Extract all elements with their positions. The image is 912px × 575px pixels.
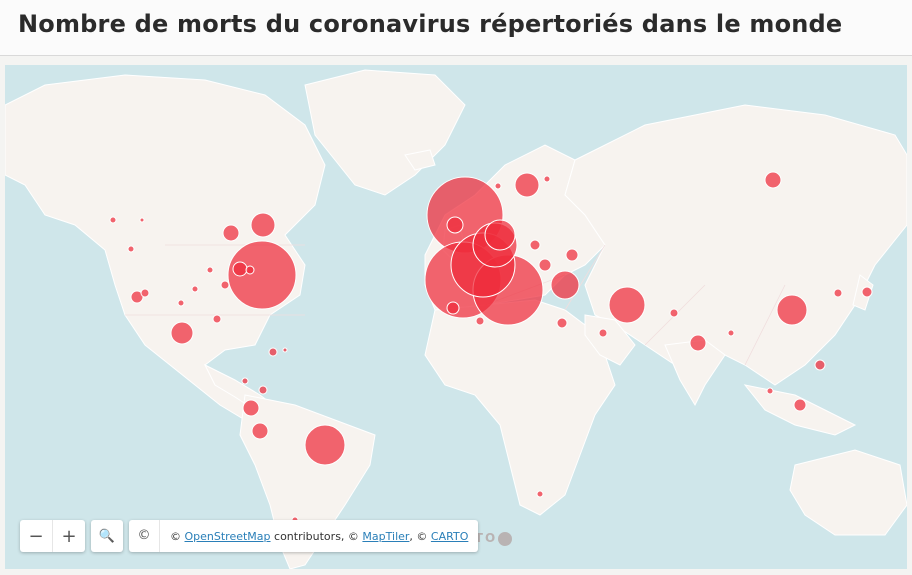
death-bubble[interactable]: [242, 399, 260, 417]
death-bubble[interactable]: [766, 387, 774, 395]
death-bubble[interactable]: [232, 261, 248, 277]
death-bubble[interactable]: [109, 216, 117, 224]
zoom-in-button[interactable]: +: [52, 520, 85, 552]
death-bubble[interactable]: [222, 224, 240, 242]
land-arabia: [584, 314, 636, 366]
death-bubble[interactable]: [550, 270, 580, 300]
death-bubble[interactable]: [212, 314, 222, 324]
death-bubble[interactable]: [251, 422, 269, 440]
death-bubble[interactable]: [793, 398, 807, 412]
attribution-text: © OpenStreetMap contributors, © MapTiler…: [170, 529, 469, 543]
world-map[interactable]: [5, 65, 907, 569]
land-greenland: [304, 69, 466, 196]
death-bubble[interactable]: [446, 301, 460, 315]
death-bubble[interactable]: [475, 316, 485, 326]
death-bubble[interactable]: [538, 258, 552, 272]
death-bubble[interactable]: [258, 385, 268, 395]
carto-link[interactable]: CARTO: [430, 529, 469, 543]
death-bubble[interactable]: [727, 329, 735, 337]
attribution-toggle[interactable]: ©: [129, 520, 160, 552]
case-bubbles-layer: [109, 171, 873, 524]
death-bubble[interactable]: [241, 377, 249, 385]
page-header: Nombre de morts du coronavirus répertori…: [0, 0, 912, 56]
death-bubble[interactable]: [191, 285, 199, 293]
death-bubble[interactable]: [514, 172, 540, 198]
death-bubble[interactable]: [206, 266, 214, 274]
death-bubble[interactable]: [446, 216, 464, 234]
death-bubble[interactable]: [529, 239, 541, 251]
search-button[interactable]: 🔍: [91, 520, 123, 552]
death-bubble[interactable]: [127, 245, 135, 253]
death-bubble[interactable]: [170, 321, 194, 345]
map-canvas[interactable]: [5, 65, 907, 569]
death-bubble[interactable]: [536, 490, 544, 498]
map-controls: − + 🔍 © © OpenStreetMap contributors, © …: [20, 520, 479, 552]
land-iceland: [404, 149, 436, 171]
death-bubble[interactable]: [565, 248, 579, 262]
carto-logo-icon: [498, 531, 513, 546]
death-bubble[interactable]: [282, 347, 288, 353]
death-bubble[interactable]: [245, 265, 255, 275]
openstreetmap-link[interactable]: OpenStreetMap: [184, 529, 271, 543]
zoom-out-button[interactable]: −: [20, 520, 52, 552]
death-bubble[interactable]: [139, 217, 145, 223]
death-bubble[interactable]: [140, 288, 150, 298]
death-bubble[interactable]: [556, 317, 568, 329]
death-bubble[interactable]: [776, 294, 808, 326]
death-bubble[interactable]: [689, 334, 707, 352]
death-bubble[interactable]: [608, 286, 646, 324]
page-title: Nombre de morts du coronavirus répertori…: [18, 10, 843, 38]
death-bubble[interactable]: [304, 424, 346, 466]
death-bubble[interactable]: [494, 182, 502, 190]
search-control: 🔍: [91, 520, 123, 552]
death-bubble[interactable]: [814, 359, 826, 371]
death-bubble[interactable]: [484, 219, 516, 251]
attribution: © © OpenStreetMap contributors, © MapTil…: [129, 520, 479, 552]
zoom-controls: − +: [20, 520, 85, 552]
search-icon: 🔍: [98, 528, 116, 544]
land-australia: [789, 449, 907, 536]
death-bubble[interactable]: [833, 288, 843, 298]
maptiler-link[interactable]: MapTiler: [362, 529, 410, 543]
death-bubble[interactable]: [861, 286, 873, 298]
death-bubble[interactable]: [220, 280, 230, 290]
death-bubble[interactable]: [669, 308, 679, 318]
death-bubble[interactable]: [250, 212, 276, 238]
death-bubble[interactable]: [764, 171, 782, 189]
death-bubble[interactable]: [227, 240, 297, 310]
death-bubble[interactable]: [177, 299, 185, 307]
plus-icon: +: [61, 525, 77, 547]
minus-icon: −: [28, 525, 44, 547]
land-africa: [424, 299, 616, 516]
death-bubble[interactable]: [543, 175, 551, 183]
death-bubble[interactable]: [598, 328, 608, 338]
death-bubble[interactable]: [268, 347, 278, 357]
